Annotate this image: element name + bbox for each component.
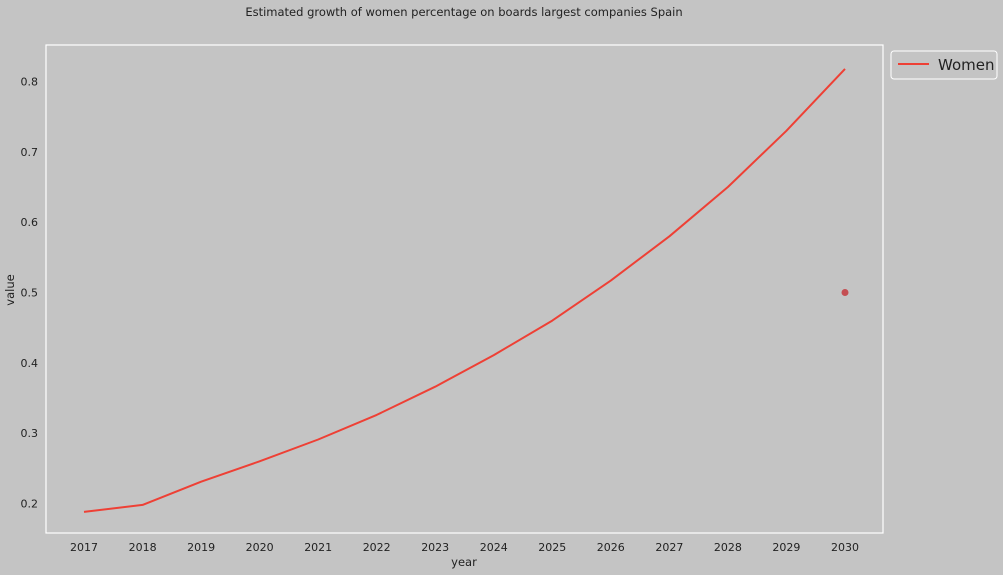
legend-label-women: Women bbox=[938, 56, 994, 74]
series-line-women bbox=[83, 68, 846, 513]
chart-title: Estimated growth of women percentage on … bbox=[245, 5, 682, 19]
x-tick-label: 2029 bbox=[772, 541, 800, 554]
y-tick-label: 0.6 bbox=[21, 216, 39, 229]
plot-area bbox=[45, 44, 884, 534]
x-axis: 2017 2018 2019 2020 2021 2022 2023 2024 2025 2026… bbox=[70, 541, 859, 554]
x-tick-label: 2018 bbox=[129, 541, 157, 554]
x-tick-label: 2023 bbox=[421, 541, 449, 554]
y-tick-label: 0.4 bbox=[21, 357, 39, 370]
x-axis-label: year bbox=[451, 555, 477, 569]
y-tick-label: 0.2 bbox=[21, 498, 39, 511]
x-tick-label: 2024 bbox=[480, 541, 508, 554]
x-tick-label: 2020 bbox=[246, 541, 274, 554]
x-tick-label: 2019 bbox=[187, 541, 215, 554]
y-tick-label: 0.5 bbox=[21, 287, 39, 300]
x-tick-label: 2021 bbox=[304, 541, 332, 554]
x-tick-label: 2027 bbox=[655, 541, 683, 554]
x-tick-label: 2026 bbox=[597, 541, 625, 554]
x-tick-label: 2022 bbox=[363, 541, 391, 554]
legend: Women bbox=[890, 50, 998, 80]
x-tick-label: 2025 bbox=[538, 541, 566, 554]
x-tick-label: 2017 bbox=[70, 541, 98, 554]
legend-box bbox=[890, 50, 998, 80]
y-tick-label: 0.8 bbox=[21, 76, 39, 89]
target-point bbox=[841, 289, 849, 296]
y-axis: 0.2 0.3 0.4 0.5 0.6 0.7 0.8 bbox=[21, 76, 39, 511]
marker-layer bbox=[841, 289, 849, 296]
y-tick-label: 0.7 bbox=[21, 146, 39, 159]
y-axis-label: value bbox=[3, 274, 17, 305]
x-tick-label: 2028 bbox=[714, 541, 742, 554]
series-layer bbox=[83, 68, 846, 513]
y-tick-label: 0.3 bbox=[21, 427, 39, 440]
x-tick-label: 2030 bbox=[831, 541, 859, 554]
